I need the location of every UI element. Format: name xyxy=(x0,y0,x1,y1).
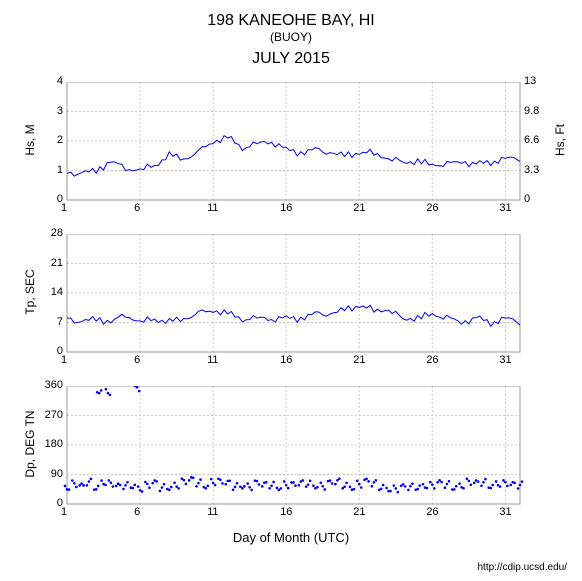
xtick: 16 xyxy=(280,202,292,214)
ytick-right: 0 xyxy=(524,193,530,205)
xtick: 11 xyxy=(207,202,218,214)
xtick: 31 xyxy=(499,202,511,214)
xtick: 31 xyxy=(499,354,511,366)
chart-container: 198 KANEOHE BAY, HI (BUOY) JULY 2015 Hs,… xyxy=(0,0,582,581)
xtick: 26 xyxy=(426,202,438,214)
ytick: 28 xyxy=(51,227,63,239)
xtick: 26 xyxy=(426,354,438,366)
xtick: 1 xyxy=(61,202,67,214)
xtick: 1 xyxy=(61,506,67,518)
ytick-right: 6.6 xyxy=(524,134,539,146)
xtick: 21 xyxy=(353,354,365,366)
ytick: 2 xyxy=(57,134,63,146)
tp-panel xyxy=(0,234,582,354)
xtick: 16 xyxy=(280,354,292,366)
station-type: (BUOY) xyxy=(0,30,582,44)
xtick: 6 xyxy=(134,202,140,214)
ytick: 180 xyxy=(45,438,63,450)
ytick: 360 xyxy=(45,379,63,391)
ytick: 90 xyxy=(51,468,63,480)
xtick: 11 xyxy=(207,354,218,366)
ytick: 7 xyxy=(57,316,63,328)
station-title: 198 KANEOHE BAY, HI xyxy=(0,0,582,30)
dp-panel xyxy=(0,386,582,506)
hs-panel xyxy=(0,82,582,202)
xtick: 6 xyxy=(134,354,140,366)
xtick: 11 xyxy=(207,506,218,518)
ytick-right: 9.8 xyxy=(524,105,539,117)
ytick: 4 xyxy=(57,75,63,87)
xtick: 21 xyxy=(353,506,365,518)
ytick: 1 xyxy=(57,164,63,176)
period-title: JULY 2015 xyxy=(0,50,582,68)
ytick: 14 xyxy=(51,286,63,298)
xtick: 6 xyxy=(134,506,140,518)
ytick-right: 13 xyxy=(524,75,536,87)
xtick: 16 xyxy=(280,506,292,518)
ytick: 3 xyxy=(57,105,63,117)
ytick: 21 xyxy=(51,257,63,269)
xtick: 1 xyxy=(61,354,67,366)
xtick: 26 xyxy=(426,506,438,518)
footer-url: http://cdip.ucsd.edu/ xyxy=(477,562,567,573)
xtick: 31 xyxy=(499,506,511,518)
xtick: 21 xyxy=(353,202,365,214)
ytick-right: 3.3 xyxy=(524,164,539,176)
x-axis-label: Day of Month (UTC) xyxy=(0,530,582,545)
ytick: 270 xyxy=(45,409,63,421)
